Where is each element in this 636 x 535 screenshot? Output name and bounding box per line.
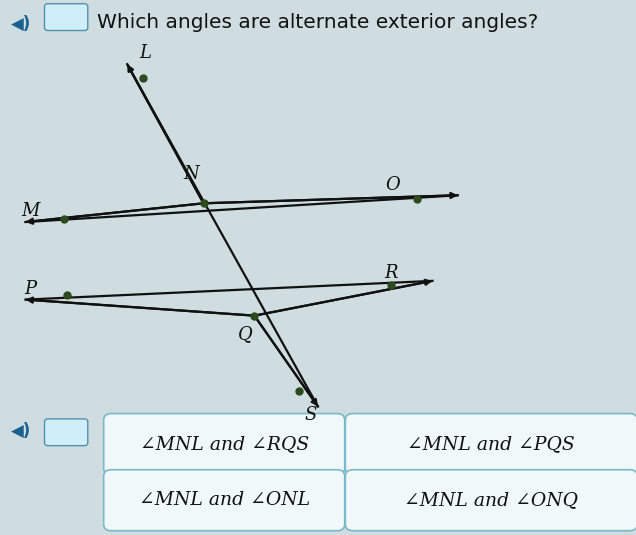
Text: Which angles are alternate exterior angles?: Which angles are alternate exterior angl… bbox=[97, 13, 539, 33]
Text: ∠MNL and ∠RQS: ∠MNL and ∠RQS bbox=[139, 435, 309, 453]
Text: P: P bbox=[24, 280, 37, 298]
Text: R: R bbox=[384, 264, 398, 282]
Text: M: M bbox=[22, 202, 39, 220]
Text: x̄A: x̄A bbox=[58, 426, 74, 439]
Text: N: N bbox=[183, 165, 198, 183]
Text: ∠MNL and ∠PQS: ∠MNL and ∠PQS bbox=[408, 435, 575, 453]
FancyBboxPatch shape bbox=[104, 470, 345, 531]
Text: L: L bbox=[139, 44, 151, 63]
Text: ∠MNL and ∠ONL: ∠MNL and ∠ONL bbox=[139, 491, 310, 509]
Text: O: O bbox=[385, 175, 401, 194]
Text: ◀): ◀) bbox=[11, 15, 32, 33]
FancyBboxPatch shape bbox=[45, 419, 88, 446]
FancyBboxPatch shape bbox=[345, 414, 636, 475]
Text: ∠MNL and ∠ONQ: ∠MNL and ∠ONQ bbox=[404, 491, 578, 509]
Text: Q: Q bbox=[237, 325, 252, 343]
FancyBboxPatch shape bbox=[345, 470, 636, 531]
Text: x̄A: x̄A bbox=[58, 11, 74, 24]
Text: ◀): ◀) bbox=[11, 422, 32, 440]
FancyBboxPatch shape bbox=[45, 4, 88, 30]
Text: S: S bbox=[304, 406, 317, 424]
FancyBboxPatch shape bbox=[104, 414, 345, 475]
